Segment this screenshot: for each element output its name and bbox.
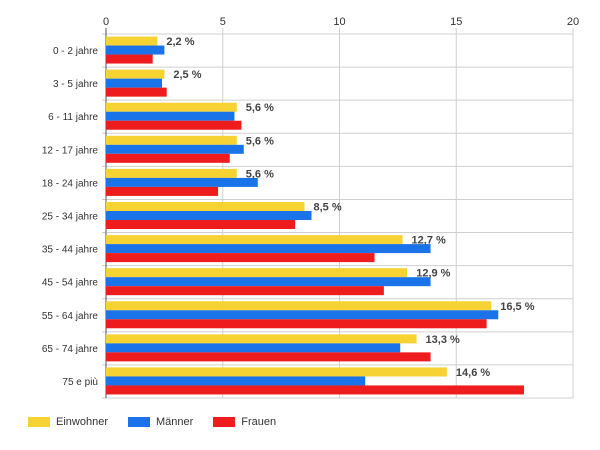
- legend-label-frauen: Frauen: [241, 416, 277, 428]
- bar-frauen: [106, 54, 153, 64]
- bar-frauen: [106, 253, 375, 263]
- bar-einwohner: [106, 168, 237, 178]
- legend-swatch-maenner: [127, 417, 150, 427]
- bar-frauen: [106, 385, 524, 395]
- x-tick-label: 15: [450, 16, 462, 28]
- x-tick-label: 5: [220, 16, 226, 28]
- y-tick-label: 12 - 17 jahre: [42, 145, 99, 156]
- y-tick-label: 35 - 44 jahre: [42, 245, 99, 256]
- y-tick-label: 3 - 5 jahre: [53, 79, 98, 90]
- legend: Einwohner Männer Frauen: [28, 416, 276, 428]
- bar-einwohner: [106, 135, 237, 145]
- x-tick-label: 20: [567, 16, 579, 28]
- data-label: 5,6 %: [246, 102, 274, 114]
- bar-frauen: [106, 87, 167, 97]
- bar-einwohner: [106, 36, 158, 46]
- bars: [106, 36, 524, 395]
- bar-maenner: [106, 211, 312, 220]
- data-labels: 2,2 % 2,5 % 5,6 % 5,6 % 5,6 % 8,5 % 12,7 % 12,9…: [166, 36, 534, 379]
- data-label: 14,6 %: [456, 367, 490, 379]
- bar-einwohner: [106, 268, 408, 278]
- bar-maenner: [106, 343, 401, 353]
- bar-maenner: [106, 177, 258, 187]
- bar-frauen: [106, 220, 296, 229]
- y-tick-label: 6 - 11 jahre: [48, 112, 98, 123]
- data-label: 13,3 %: [426, 334, 460, 346]
- bar-maenner: [106, 144, 244, 154]
- legend-swatch-einwohner: [28, 417, 50, 427]
- y-axis-ticks: 0 - 2 jahre 3 - 5 jahre 6 - 11 jahre 12 - 1…: [42, 46, 99, 388]
- bar-maenner: [106, 78, 163, 88]
- bar-frauen: [106, 286, 384, 296]
- bar-maenner: [106, 244, 431, 254]
- y-tick-label: 65 - 74 jahre: [42, 344, 99, 355]
- legend-label-einwohner: Einwohner: [56, 416, 108, 428]
- bar-maenner: [106, 45, 165, 55]
- data-label: 5,6 %: [246, 135, 274, 147]
- y-tick-label: 55 - 64 jahre: [42, 311, 99, 322]
- data-label: 12,9 %: [416, 268, 450, 280]
- bar-maenner: [106, 376, 366, 386]
- bar-einwohner: [106, 69, 165, 79]
- bar-frauen: [106, 120, 242, 130]
- legend-label-maenner: Männer: [155, 416, 194, 428]
- data-label: 8,5 %: [313, 202, 341, 214]
- bar-frauen: [106, 352, 431, 362]
- bar-maenner: [106, 310, 499, 320]
- y-tick-label: 25 - 34 jahre: [42, 212, 99, 223]
- x-tick-label: 10: [333, 16, 345, 28]
- bar-einwohner: [106, 334, 417, 344]
- y-tick-label: 45 - 54 jahre: [42, 278, 99, 289]
- bar-frauen: [106, 153, 230, 163]
- bar-einwohner: [106, 202, 305, 211]
- data-label: 12,7 %: [412, 235, 446, 247]
- data-label: 16,5 %: [500, 301, 534, 313]
- legend-swatch-frauen: [213, 417, 236, 427]
- bar-frauen: [106, 186, 219, 196]
- bar-einwohner: [106, 102, 237, 112]
- bar-maenner: [106, 111, 235, 121]
- bar-einwohner: [106, 235, 403, 245]
- legend-item-frauen: Frauen: [213, 416, 276, 428]
- legend-item-maenner: Männer: [127, 416, 194, 428]
- y-tick-label: 0 - 2 jahre: [53, 46, 98, 57]
- legend-item-einwohner: Einwohner: [28, 416, 108, 428]
- data-label: 2,2 %: [166, 36, 194, 48]
- bar-einwohner: [106, 301, 492, 311]
- x-tick-label: 0: [103, 16, 109, 28]
- data-label: 2,5 %: [173, 69, 201, 81]
- bar-frauen: [106, 319, 487, 329]
- y-tick-label: 75 e più: [62, 377, 98, 388]
- bar-maenner: [106, 277, 431, 287]
- y-tick-label: 18 - 24 jahre: [42, 178, 99, 189]
- data-label: 5,6 %: [246, 168, 274, 180]
- x-axis-ticks: 0 5 10 15 20: [103, 16, 579, 28]
- bar-einwohner: [106, 367, 447, 377]
